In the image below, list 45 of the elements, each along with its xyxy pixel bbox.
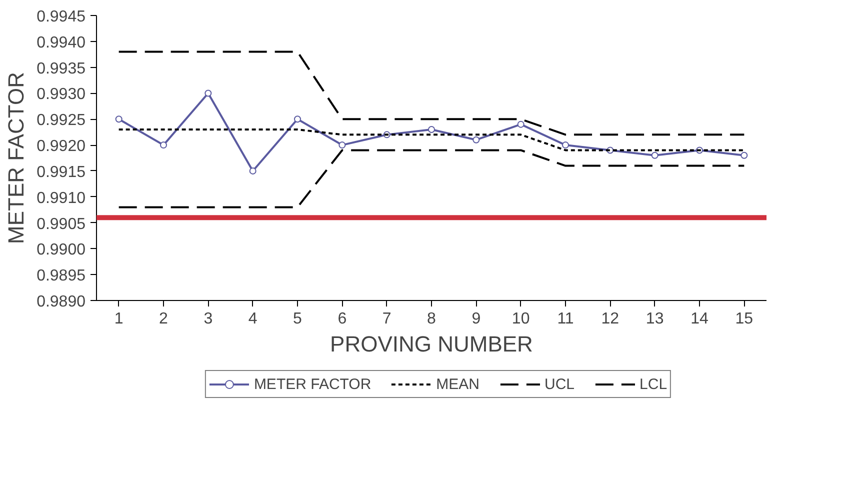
x-tick-label: 9	[472, 310, 481, 328]
legend-label: METER FACTOR	[254, 376, 372, 392]
y-tick-label: 0.9895	[36, 268, 86, 285]
x-tick-label: 11	[557, 310, 574, 328]
y-tick-label: 0.9905	[36, 216, 86, 233]
y-tick-label: 0.9910	[36, 190, 86, 207]
x-axis-title: PROVING NUMBER	[330, 332, 533, 356]
point	[651, 152, 658, 159]
y-tick-label: 0.9930	[36, 86, 86, 104]
x-tick-label: 6	[338, 310, 347, 328]
y-tick-label: 0.9915	[36, 164, 86, 181]
legend-label: UCL	[544, 376, 575, 392]
y-tick-label: 0.9920	[36, 138, 86, 156]
y-tick-label: 0.9900	[36, 242, 86, 259]
y-tick-label: 0.9925	[36, 112, 86, 130]
point	[740, 152, 748, 159]
point	[472, 136, 480, 144]
x-tick-label: 4	[248, 310, 258, 328]
y-tick-label: 0.9945	[36, 8, 86, 26]
y-tick-label: 0.9940	[36, 34, 86, 52]
point	[562, 142, 569, 149]
x-tick-label: 7	[382, 310, 392, 328]
point	[294, 116, 301, 123]
x-tick-label: 15	[735, 310, 754, 328]
x-tick-label: 3	[204, 310, 213, 328]
point	[204, 90, 212, 97]
x-tick-label: 8	[427, 310, 436, 328]
legend-label: LCL	[640, 376, 668, 392]
point	[428, 126, 435, 133]
x-tick-label: 14	[690, 310, 708, 328]
x-tick-label: 13	[646, 310, 664, 328]
x-tick-label: 2	[159, 310, 168, 328]
point	[338, 142, 346, 149]
x-tick-label: 5	[293, 310, 302, 328]
x-tick-label: 1	[114, 310, 124, 328]
point	[517, 120, 524, 128]
y-axis-title: METER FACTOR	[4, 72, 29, 244]
y-tick-label: 0.9890	[36, 294, 86, 310]
legend-label: MEAN	[436, 376, 480, 392]
point	[160, 142, 167, 149]
y-tick-label: 0.9935	[36, 60, 86, 78]
x-tick-label: 12	[601, 310, 620, 328]
point	[115, 116, 122, 123]
x-tick-label: 10	[512, 310, 530, 328]
point	[249, 167, 256, 174]
